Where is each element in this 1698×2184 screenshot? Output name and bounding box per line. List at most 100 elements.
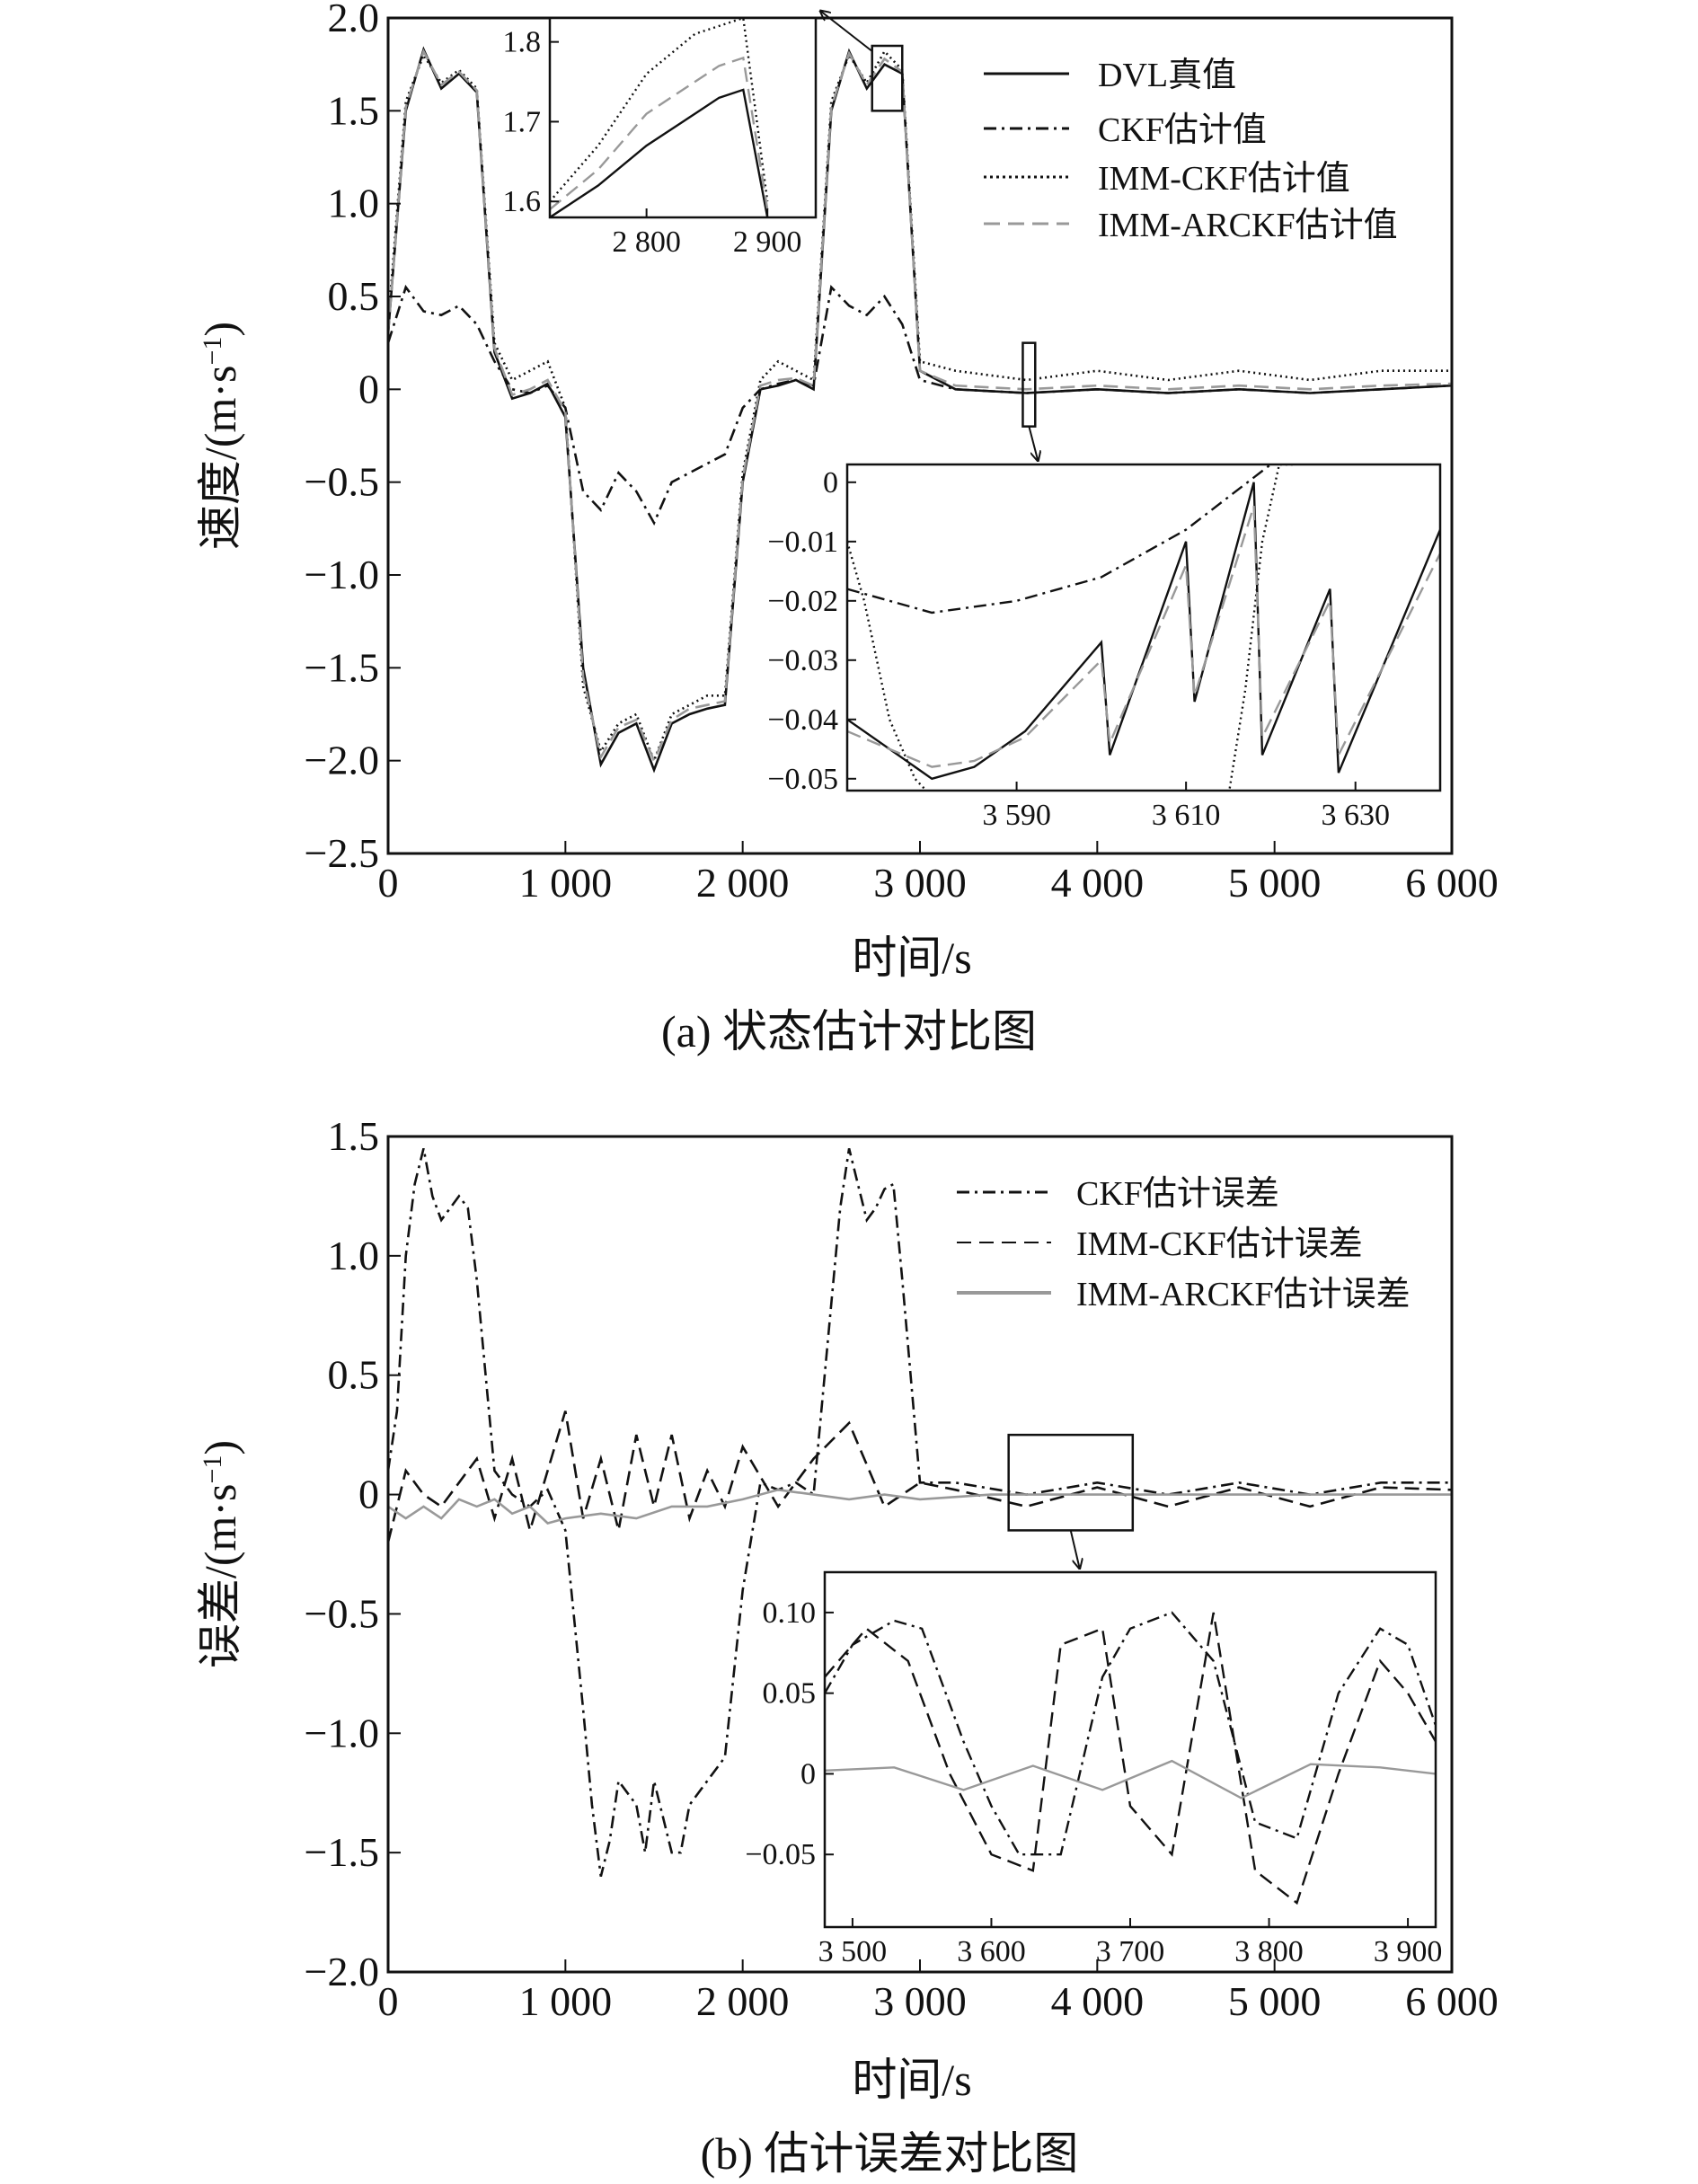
chart-a-inset-1-zoom-box (1021, 341, 1037, 428)
chart-a-inset-0-zoom-box (871, 44, 904, 112)
legend-a-label-dvl: DVL真值 (1098, 57, 1236, 94)
chart-b: 1.5 1.0 0.5 0 −0.5 −1.0 −1.5 −2.0 0 1 000 2 000 3 … (195, 1113, 1499, 2179)
chart-b-ylabel: 误差/(m·s−1) (195, 1440, 245, 1668)
chart-b-caption: (b) 估计误差对比图 (701, 2128, 1079, 2179)
chart-a-ytick-label: 1.5 (328, 87, 380, 133)
chart-a-inset-0-bg (550, 18, 816, 217)
chart-a-ytick-label: −2.5 (305, 830, 379, 876)
chart-b-y-axis: 1.5 1.0 0.5 0 −0.5 −1.0 −1.5 −2.0 (305, 1113, 401, 1994)
chart-a-inset-1-ytick-label: 0 (823, 466, 838, 500)
legend-b-label-immckf: IMM-CKF估计误差 (1076, 1225, 1363, 1263)
chart-a-inset-0-ytick-label: 1.8 (503, 26, 542, 59)
chart-b-xtick-label: 4 000 (1051, 1978, 1145, 2024)
chart-a-inset-1-ytick-label: −0.03 (767, 644, 838, 677)
chart-a-ytick-label: 2.0 (328, 0, 380, 40)
chart-a-inset-1-ytick-label: −0.04 (767, 703, 838, 737)
chart-a-xtick-label: 3 000 (873, 860, 967, 906)
chart-a-ylabel: 速度/(m·s−1) (195, 322, 245, 550)
legend-a-label-immarckf: IMM-ARCKF估计值 (1098, 207, 1398, 244)
chart-a-inset-1-bg (847, 464, 1440, 791)
chart-a-xlabel: 时间/s (852, 933, 971, 983)
chart-a-ytick-label: 0 (358, 366, 379, 411)
chart-b-xtick-label: 1 000 (519, 1978, 613, 2024)
chart-b-xlabel: 时间/s (852, 2055, 971, 2105)
chart-b-inset: 0.10 0.05 0 −0.05 3 500 3 600 3 700 3 800 3 900 (745, 1433, 1443, 1968)
chart-a-ytick-label: −1.5 (305, 644, 379, 690)
chart-a-series-1 (388, 284, 1452, 526)
chart-a-xtick-label: 1 000 (519, 860, 613, 906)
legend-b-label-ckf: CKF估计误差 (1076, 1175, 1279, 1213)
chart-a-inset-1-ytick-label: −0.01 (767, 526, 838, 559)
chart-a-inset-0-series-0 (550, 88, 769, 217)
legend-a-label-immckf: IMM-CKF估计值 (1098, 160, 1350, 198)
chart-b-inset-0-ytick-label: 0.05 (763, 1677, 817, 1711)
chart-a-inset-0-zoom-arrow (820, 11, 873, 52)
chart-b-series-2 (388, 1488, 1452, 1525)
chart-a-x-axis: 0 1 000 2 000 3 000 4 000 5 000 6 000 (378, 841, 1499, 906)
chart-b-xtick-label: 0 (378, 1978, 399, 2024)
chart-a-inset-1-zoom-arrow (1028, 426, 1038, 461)
chart-b-inset-0-xtick-label: 3 700 (1096, 1935, 1165, 1968)
legend-b-label-immarckf: IMM-ARCKF估计误差 (1076, 1276, 1411, 1313)
chart-a-ytick-label: −0.5 (305, 459, 379, 505)
chart-a-inset-0-frame (548, 16, 818, 219)
chart-b-ytick-label: 0 (358, 1472, 379, 1517)
chart-a-xtick-label: 6 000 (1405, 860, 1499, 906)
chart-a-inset-1-series-3 (847, 505, 1440, 768)
chart-b-inset-0-ytick-label: 0 (800, 1757, 816, 1791)
chart-b-inset-0-xtick-label: 3 900 (1374, 1935, 1443, 1968)
chart-a-plot-area (388, 46, 1452, 774)
chart-b-inset-0-ytick-label: −0.05 (745, 1838, 816, 1871)
chart-a-inset-1-xtick-label: 3 590 (982, 799, 1051, 832)
chart-a-inset-1: 1.8 1.7 1.6 2 800 2 900 (503, 11, 904, 259)
chart-b-inset-0-zoom-arrow (1069, 1530, 1080, 1569)
chart-a-inset-1-xtick-label: 3 630 (1321, 799, 1390, 832)
chart-a-series-3 (388, 48, 1452, 764)
chart-a-inset-1-plot (847, 464, 1440, 791)
chart-b-inset-0-bg (825, 1572, 1436, 1927)
chart-a-inset-0-ytick-label: 1.6 (503, 185, 542, 218)
chart-a-xtick-label: 4 000 (1051, 860, 1145, 906)
chart-b-series-0 (388, 1147, 1452, 1878)
chart-a-legend: DVL真值 CKF估计值 IMM-CKF估计值 IMM-ARCKF估计值 (984, 57, 1398, 244)
chart-a-inset-2: 0 −0.01 −0.02 −0.03 −0.04 −0.05 3 590 3 610 3 63… (767, 341, 1442, 832)
chart-b-xtick-label: 2 000 (696, 1978, 790, 2024)
chart-b-ytick-label: −1.5 (305, 1829, 379, 1875)
chart-b-xtick-label: 5 000 (1228, 1978, 1322, 2024)
chart-b-ytick-label: 1.0 (328, 1233, 380, 1278)
chart-a-xtick-label: 5 000 (1228, 860, 1322, 906)
chart-a-ytick-label: 1.0 (328, 181, 380, 226)
chart-b-inset-0-ytick-label: 0.10 (763, 1596, 817, 1630)
chart-a-ytick-label: 0.5 (328, 273, 380, 319)
legend-a-label-ckf: CKF估计值 (1098, 111, 1267, 149)
chart-a-inset-1-ytick-label: −0.02 (767, 585, 838, 618)
chart-a-inset-0-xtick-label: 2 800 (612, 225, 681, 259)
chart-a-series-group (388, 46, 1452, 774)
chart-b-inset-0-series-0 (825, 1611, 1436, 1856)
chart-b-xtick-label: 6 000 (1405, 1978, 1499, 2024)
chart-a-inset-0-ytick-label: 1.7 (503, 105, 542, 138)
chart-b-inset-0-series-1 (825, 1612, 1436, 1905)
chart-a-ytick-label: −2.0 (305, 738, 379, 783)
chart-a-y-axis: 2.0 1.5 1.0 0.5 0 −0.5 −1.0 −1.5 −2.0 −2.5 (305, 0, 401, 876)
chart-a-xtick-label: 0 (378, 860, 399, 906)
chart-b-series-group (388, 1147, 1452, 1878)
chart-a-xtick-label: 2 000 (696, 860, 790, 906)
chart-a: 2.0 1.5 1.0 0.5 0 −0.5 −1.0 −1.5 −2.0 −2.5 0 1 000… (195, 0, 1499, 1057)
chart-a-ytick-label: −1.0 (305, 552, 379, 597)
chart-a-inset-0-plot (550, 18, 769, 217)
chart-b-ytick-label: −1.0 (305, 1710, 379, 1755)
chart-b-ytick-label: −2.0 (305, 1949, 379, 1994)
chart-b-ytick-label: −0.5 (305, 1590, 379, 1636)
chart-a-inset-0-series-2 (550, 56, 769, 211)
chart-b-inset-0-plot (825, 1611, 1436, 1905)
chart-a-inset-1-ytick-label: −0.05 (767, 763, 838, 796)
chart-a-inset-0-xtick-label: 2 900 (733, 225, 802, 259)
chart-b-plot-area (388, 1147, 1452, 1878)
chart-b-series-1 (388, 1410, 1452, 1543)
chart-b-inset-0-xtick-label: 3 600 (957, 1935, 1026, 1968)
chart-b-inset-0-series-2 (825, 1759, 1436, 1799)
chart-b-inset-0-xtick-label: 3 500 (818, 1935, 888, 1968)
chart-b-ytick-label: 1.5 (328, 1113, 380, 1159)
